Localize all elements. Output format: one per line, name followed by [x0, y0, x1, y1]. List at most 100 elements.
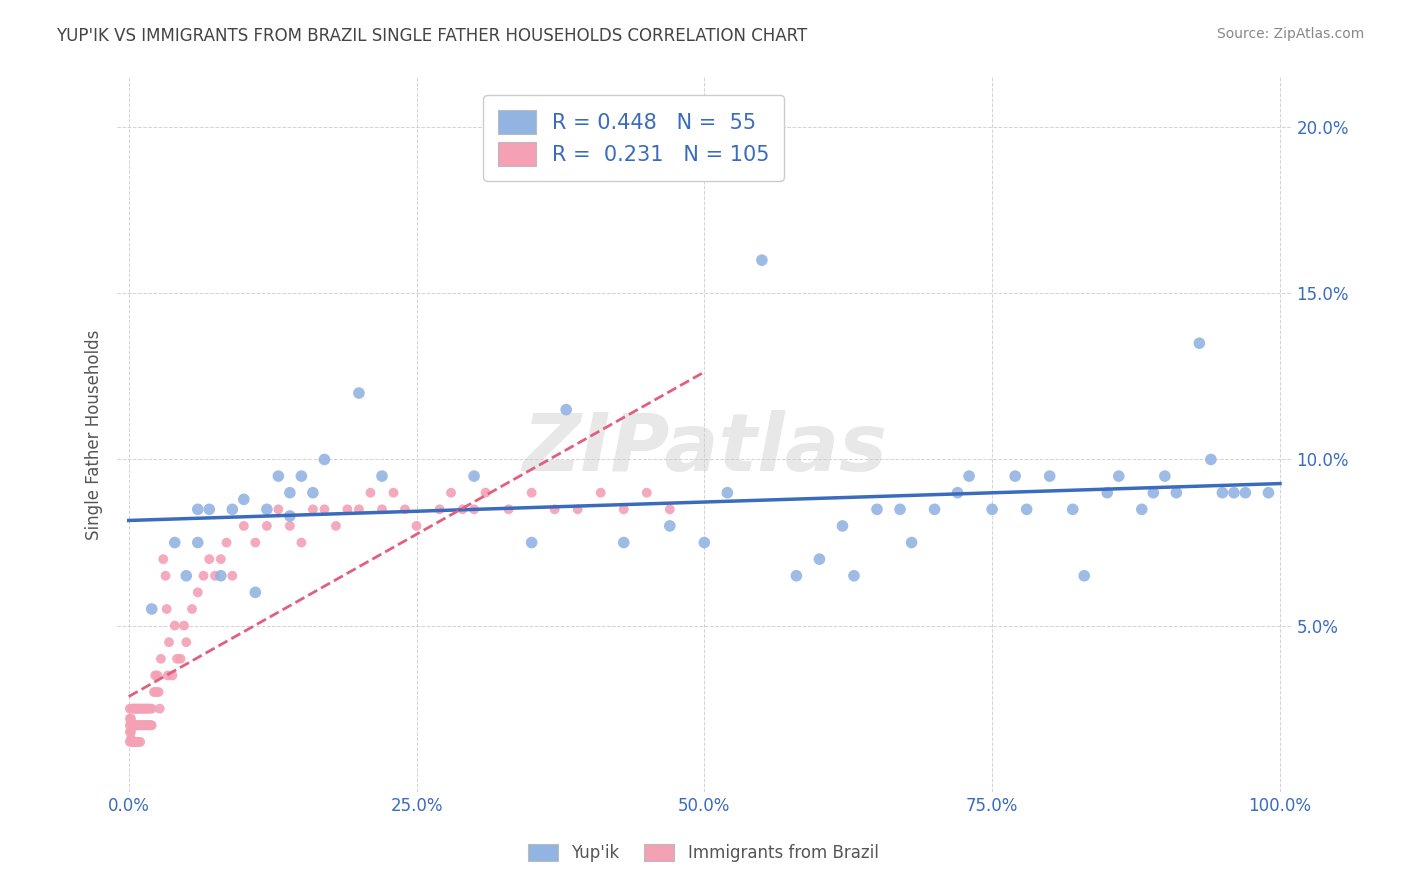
Point [474, 485, 496, 500]
Point [382, 485, 405, 500]
Point [347, 502, 370, 516]
Point [278, 485, 301, 500]
Point [924, 502, 946, 516]
Point [166, 652, 188, 666]
Point [136, 718, 159, 732]
Point [124, 735, 146, 749]
Point [198, 502, 221, 516]
Point [636, 485, 658, 500]
Point [1142, 485, 1164, 500]
Point [1211, 485, 1233, 500]
Point [866, 502, 889, 516]
Point [371, 469, 394, 483]
Point [134, 701, 156, 715]
Point [1004, 469, 1026, 483]
Point [440, 485, 463, 500]
Point [204, 568, 226, 582]
Point [187, 502, 209, 516]
Point [429, 502, 451, 516]
Text: Source: ZipAtlas.com: Source: ZipAtlas.com [1216, 27, 1364, 41]
Point [122, 735, 145, 749]
Point [1199, 452, 1222, 467]
Text: YUP'IK VS IMMIGRANTS FROM BRAZIL SINGLE FATHER HOUSEHOLDS CORRELATION CHART: YUP'IK VS IMMIGRANTS FROM BRAZIL SINGLE … [56, 27, 807, 45]
Point [613, 502, 636, 516]
Point [451, 502, 474, 516]
Point [567, 502, 589, 516]
Point [121, 735, 143, 749]
Point [118, 718, 141, 732]
Point [120, 731, 142, 746]
Point [267, 502, 290, 516]
Point [131, 701, 153, 715]
Point [135, 701, 157, 715]
Point [127, 701, 149, 715]
Point [125, 718, 148, 732]
Point [267, 469, 290, 483]
Point [215, 535, 238, 549]
Point [1223, 485, 1246, 500]
Point [149, 701, 172, 715]
Point [347, 386, 370, 401]
Point [124, 735, 146, 749]
Point [148, 685, 170, 699]
Point [127, 718, 149, 732]
Point [589, 485, 612, 500]
Point [118, 735, 141, 749]
Point [498, 502, 520, 516]
Point [134, 718, 156, 732]
Point [1039, 469, 1062, 483]
Point [520, 535, 543, 549]
Point [146, 668, 169, 682]
Point [957, 469, 980, 483]
Point [143, 668, 166, 682]
Point [138, 718, 160, 732]
Point [124, 718, 146, 732]
Point [221, 568, 243, 582]
Point [716, 485, 738, 500]
Point [405, 519, 427, 533]
Point [141, 701, 163, 715]
Point [118, 712, 141, 726]
Point [1166, 485, 1188, 500]
Point [302, 485, 325, 500]
Point [121, 718, 143, 732]
Point [751, 253, 773, 268]
Point [278, 508, 301, 523]
Point [193, 568, 215, 582]
Point [555, 402, 578, 417]
Point [1097, 485, 1119, 500]
Point [842, 568, 865, 582]
Point [325, 519, 347, 533]
Point [359, 485, 381, 500]
Point [232, 519, 254, 533]
Point [127, 735, 149, 749]
Point [1234, 485, 1257, 500]
Point [1062, 502, 1084, 516]
Point [256, 519, 278, 533]
Point [124, 701, 146, 715]
Point [221, 502, 243, 516]
Point [658, 502, 681, 516]
Point [125, 701, 148, 715]
Point [693, 535, 716, 549]
Point [1108, 469, 1130, 483]
Point [145, 685, 167, 699]
Point [785, 568, 807, 582]
Point [129, 718, 152, 732]
Point [209, 568, 232, 582]
Point [163, 618, 186, 632]
Point [129, 701, 152, 715]
Point [232, 492, 254, 507]
Point [174, 635, 197, 649]
Point [831, 519, 853, 533]
Point [302, 502, 325, 516]
Point [141, 602, 163, 616]
Point [162, 668, 184, 682]
Point [658, 519, 681, 533]
Point [181, 602, 204, 616]
Point [1073, 568, 1095, 582]
Point [314, 452, 336, 467]
Point [138, 701, 160, 715]
Point [394, 502, 416, 516]
Point [132, 701, 155, 715]
